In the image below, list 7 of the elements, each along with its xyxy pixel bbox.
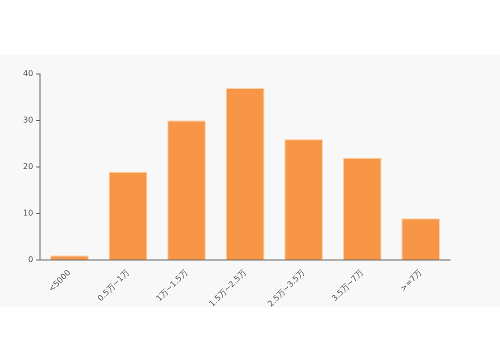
x-tick-label: 3.5万~7万 [330,268,366,304]
x-tick-label: 0.5万~1万 [96,268,131,304]
y-tick-label: 10 [22,208,34,218]
y-tick-label: 30 [22,116,34,125]
y-tick-label: 40 [22,69,34,78]
y-tick-label: 20 [22,162,34,172]
y-tick-label: 0 [28,255,34,264]
